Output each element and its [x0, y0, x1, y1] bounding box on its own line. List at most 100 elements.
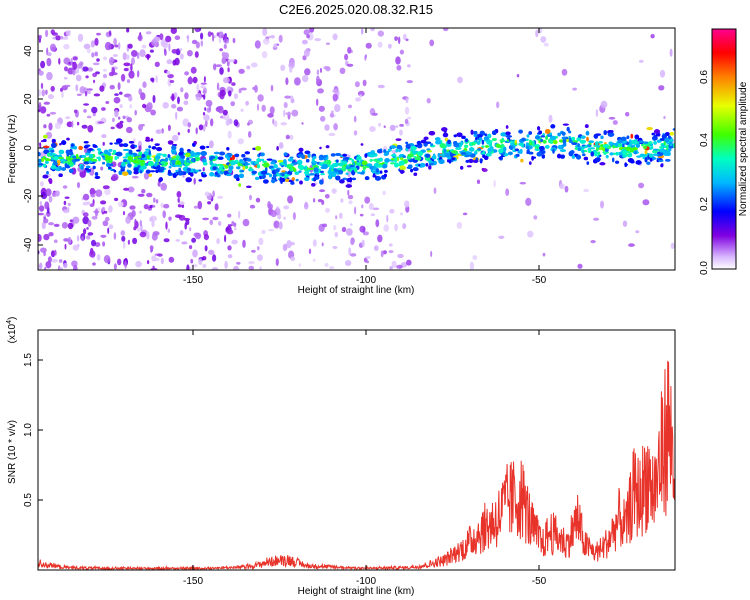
heatmap-cell	[335, 215, 338, 220]
heatmap-cell	[354, 206, 357, 215]
heatmap-cell	[236, 177, 240, 181]
heatmap-cell	[400, 169, 404, 174]
heatmap-cell	[109, 84, 115, 90]
heatmap-cell	[482, 154, 486, 158]
heatmap-cell	[156, 153, 163, 156]
heatmap-cell	[468, 158, 474, 163]
heatmap-cell	[477, 148, 482, 151]
heatmap-cell	[133, 226, 137, 231]
heatmap-cell	[603, 144, 609, 149]
heatmap-cell	[83, 141, 89, 144]
heatmap-cell	[270, 35, 275, 39]
heatmap-cell	[226, 173, 232, 177]
heatmap-cell	[86, 235, 91, 240]
heatmap-cell	[615, 160, 620, 164]
heatmap-cell	[194, 155, 199, 158]
heatmap-cell	[345, 260, 352, 266]
heatmap-cell	[359, 94, 363, 98]
heatmap-cell	[448, 158, 452, 164]
heatmap-cell	[131, 57, 135, 65]
heatmap-cell	[192, 168, 196, 173]
heatmap-cell	[506, 139, 510, 142]
colorbar-label: Normalized spectral amplitude	[738, 81, 749, 216]
heatmap-cell	[162, 102, 169, 109]
heatmap-cell	[330, 112, 334, 118]
heatmap-cell	[351, 177, 356, 181]
heatmap-cell	[204, 245, 208, 252]
heatmap-cell	[625, 163, 628, 166]
heatmap-cell	[514, 143, 518, 146]
heatmap-cell	[446, 149, 450, 152]
heatmap-cell	[275, 258, 279, 266]
heatmap-cell	[319, 170, 324, 173]
heatmap-cell	[213, 151, 220, 155]
heatmap-cell	[171, 104, 177, 109]
heatmap-cell	[151, 232, 158, 241]
heatmap-cell	[209, 219, 214, 226]
heatmap-cell	[545, 145, 550, 149]
heatmap-cell	[301, 75, 309, 83]
heatmap-cell	[341, 160, 348, 165]
heatmap-cell	[660, 138, 665, 141]
heatmap-cell	[194, 28, 200, 33]
top-y-ticks	[38, 50, 43, 246]
heatmap-cell	[151, 146, 157, 150]
heatmap-cell	[64, 84, 71, 88]
heatmap-cell	[660, 163, 664, 168]
heatmap-cell	[202, 264, 207, 268]
heatmap-cell	[131, 175, 139, 179]
snr-series-line	[38, 360, 675, 570]
heatmap-cell	[185, 177, 192, 183]
heatmap-cell	[137, 193, 145, 197]
heatmap-cell	[244, 162, 249, 166]
heatmap-cell	[407, 164, 413, 170]
heatmap-cell	[539, 139, 544, 142]
heatmap-cell	[244, 151, 250, 155]
heatmap-cell	[72, 68, 76, 76]
heatmap-cell	[355, 97, 361, 102]
heatmap-cell	[560, 154, 565, 159]
heatmap-cell	[405, 143, 411, 149]
heatmap-cell	[366, 260, 369, 264]
heatmap-cell	[142, 81, 147, 88]
heatmap-cell	[404, 106, 410, 115]
heatmap-cell	[101, 107, 106, 111]
heatmap-cell	[45, 158, 49, 161]
heatmap-cell	[227, 130, 232, 139]
heatmap-cell	[535, 29, 539, 38]
heatmap-cell	[194, 156, 201, 162]
heatmap-cell	[377, 84, 385, 89]
heatmap-cell	[672, 142, 675, 148]
bottom-y-tick-label: 1.5	[23, 353, 34, 367]
heatmap-cell	[64, 196, 70, 199]
heatmap-cell	[139, 49, 146, 57]
heatmap-cell	[214, 203, 219, 211]
heatmap-cell	[228, 165, 234, 170]
heatmap-cell	[73, 265, 78, 270]
heatmap-cell	[55, 122, 61, 130]
heatmap-cell	[484, 145, 490, 148]
heatmap-cell	[509, 145, 514, 150]
heatmap-cell	[167, 228, 170, 233]
heatmap-cell	[46, 57, 52, 67]
heatmap-cell	[396, 157, 399, 162]
heatmap-cell	[262, 28, 268, 37]
heatmap-cell	[114, 197, 119, 202]
heatmap-cell	[168, 165, 172, 169]
heatmap-cell	[90, 40, 95, 48]
heatmap-cell	[205, 119, 208, 128]
heatmap-cell	[520, 158, 524, 163]
heatmap-cell	[634, 151, 637, 155]
top-x-tick-label: -100	[356, 275, 376, 286]
heatmap-cell	[615, 152, 619, 156]
heatmap-cell	[82, 216, 89, 225]
heatmap-cell	[583, 188, 589, 193]
heatmap-cell	[257, 94, 264, 102]
heatmap-cell	[111, 173, 119, 181]
heatmap-cell	[131, 210, 136, 217]
heatmap-cell	[143, 172, 150, 180]
heatmap-cell	[67, 202, 71, 207]
heatmap-cell	[617, 139, 623, 144]
heatmap-cell	[122, 211, 126, 216]
heatmap-cell	[536, 151, 542, 157]
